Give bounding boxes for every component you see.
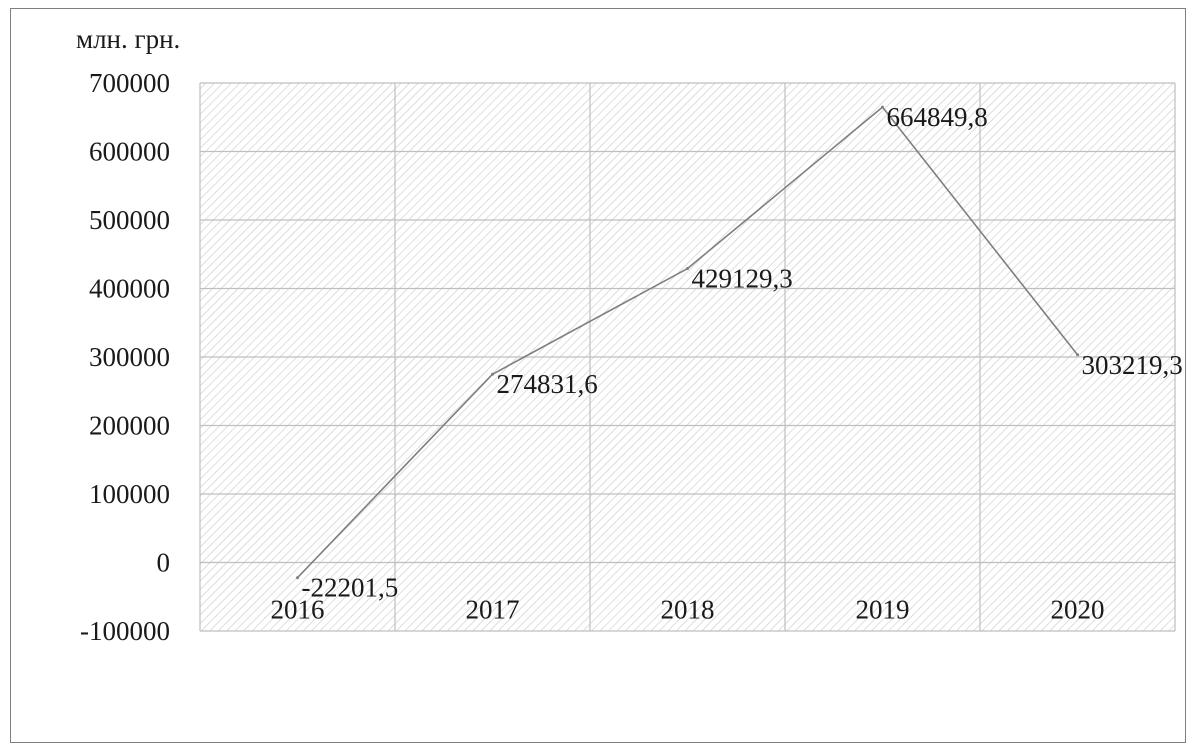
data-label: 303219,3 (1082, 350, 1183, 380)
y-axis-ticks: 700000 600000 500000 400000 300000 200000 1000… (80, 68, 170, 646)
grid-lines (199, 82, 1176, 632)
y-tick-label: 100000 (89, 479, 170, 509)
y-unit-label: млн. грн. (76, 24, 180, 54)
data-point (686, 267, 689, 271)
data-label: -22201,5 (302, 573, 399, 603)
data-point (1076, 353, 1079, 357)
y-tick-label: 400000 (89, 274, 170, 304)
x-tick-label: 2018 (661, 595, 715, 625)
data-point (296, 576, 299, 580)
y-tick-label: 300000 (89, 342, 170, 372)
x-tick-label: 2019 (856, 595, 910, 625)
y-tick-label: 0 (157, 548, 171, 578)
y-tick-label: -100000 (80, 616, 170, 646)
x-tick-label: 2017 (466, 595, 520, 625)
data-point (881, 105, 884, 109)
data-label: 274831,6 (497, 369, 598, 399)
data-points (296, 105, 1079, 580)
x-tick-label: 2020 (1051, 595, 1105, 625)
y-tick-label: 600000 (89, 137, 170, 167)
y-tick-label: 500000 (89, 205, 170, 235)
x-axis-ticks: 2016 2017 2018 2019 2020 (271, 595, 1105, 625)
data-label: 664849,8 (887, 102, 988, 132)
x-tick-label: 2016 (271, 595, 325, 625)
data-labels: -22201,5 274831,6 429129,3 664849,8 303219,3 (302, 102, 1183, 603)
y-tick-label: 200000 (89, 411, 170, 441)
data-point (491, 372, 494, 376)
data-label: 429129,3 (692, 264, 793, 294)
y-tick-label: 700000 (89, 68, 170, 98)
